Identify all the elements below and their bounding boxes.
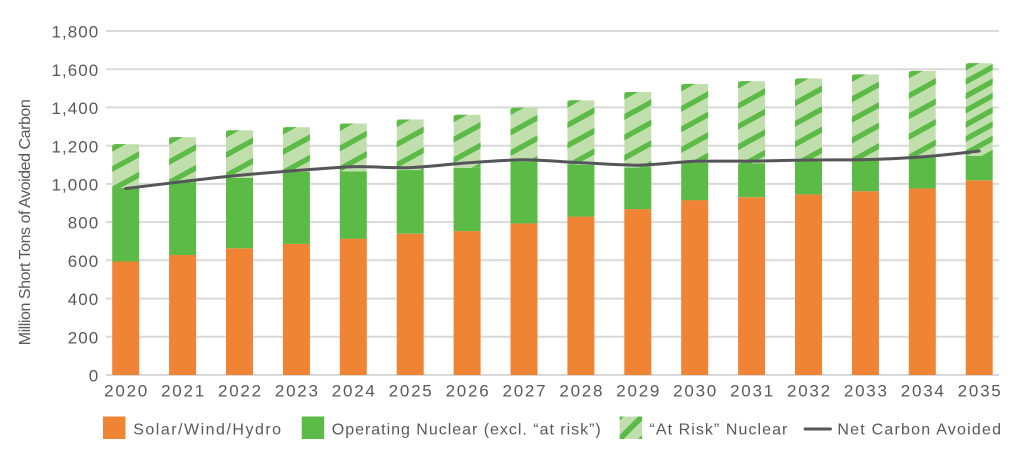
svg-text:2033: 2033 [844, 381, 889, 400]
svg-text:2025: 2025 [389, 381, 434, 400]
svg-text:1,600: 1,600 [52, 61, 100, 80]
svg-text:2034: 2034 [901, 381, 946, 400]
svg-text:2031: 2031 [730, 381, 775, 400]
svg-text:400: 400 [68, 290, 100, 309]
svg-text:2023: 2023 [275, 381, 320, 400]
svg-text:Million Short Tons of Avoided: Million Short Tons of Avoided Carbon [17, 100, 34, 346]
svg-text:Solar/Wind/Hydro: Solar/Wind/Hydro [133, 422, 282, 439]
svg-text:1,400: 1,400 [52, 99, 100, 118]
svg-text:0: 0 [89, 367, 100, 386]
svg-text:1,000: 1,000 [52, 176, 100, 195]
svg-text:2035: 2035 [958, 381, 1003, 400]
svg-text:2026: 2026 [446, 381, 491, 400]
svg-text:2021: 2021 [161, 381, 206, 400]
svg-text:2030: 2030 [673, 381, 718, 400]
svg-text:2032: 2032 [787, 381, 832, 400]
svg-text:200: 200 [68, 328, 100, 347]
svg-text:2022: 2022 [218, 381, 263, 400]
svg-text:2029: 2029 [616, 381, 661, 400]
svg-text:800: 800 [68, 214, 100, 233]
svg-text:2020: 2020 [104, 381, 149, 400]
svg-text:2028: 2028 [559, 381, 604, 400]
svg-text:“At Risk” Nuclear: “At Risk” Nuclear [650, 422, 789, 439]
svg-text:1,800: 1,800 [52, 23, 100, 42]
svg-text:600: 600 [68, 252, 100, 271]
svg-text:1,200: 1,200 [52, 137, 100, 156]
svg-text:2027: 2027 [502, 381, 547, 400]
svg-text:Net Carbon Avoided: Net Carbon Avoided [837, 422, 1002, 439]
svg-text:Operating Nuclear (excl. “at r: Operating Nuclear (excl. “at risk”) [332, 422, 602, 439]
svg-text:2024: 2024 [332, 381, 377, 400]
